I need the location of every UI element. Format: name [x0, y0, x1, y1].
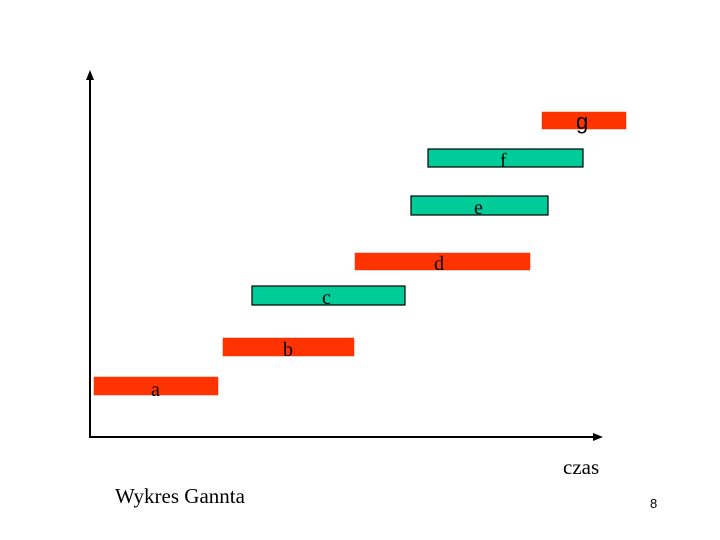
- task-bar-f: [427, 148, 584, 168]
- task-c: c: [251, 285, 406, 309]
- task-label-g: g: [576, 109, 588, 134]
- task-f: f: [427, 148, 584, 172]
- task-e: e: [410, 195, 549, 219]
- task-bar-g: [540, 110, 628, 131]
- task-bar-d: [353, 251, 532, 272]
- task-label-e: e: [474, 197, 483, 219]
- page-number: 8: [650, 496, 658, 511]
- task-b: b: [221, 336, 356, 361]
- task-bar-c: [251, 285, 406, 306]
- task-label-f: f: [500, 150, 507, 172]
- task-d: d: [353, 251, 532, 275]
- task-bar-b: [221, 336, 356, 358]
- task-label-d: d: [434, 253, 444, 275]
- task-label-c: c: [322, 287, 331, 309]
- x-axis-arrow: [593, 433, 603, 441]
- task-a: a: [92, 375, 220, 401]
- x-axis-label: czas: [563, 455, 599, 479]
- diagram-caption: Wykres Gannta: [115, 484, 245, 508]
- task-bar-e: [410, 195, 549, 216]
- y-axis-arrow: [86, 70, 94, 80]
- task-label-a: a: [151, 379, 160, 401]
- task-g: g: [540, 109, 628, 134]
- task-bar-a: [92, 375, 220, 397]
- task-label-b: b: [283, 339, 293, 361]
